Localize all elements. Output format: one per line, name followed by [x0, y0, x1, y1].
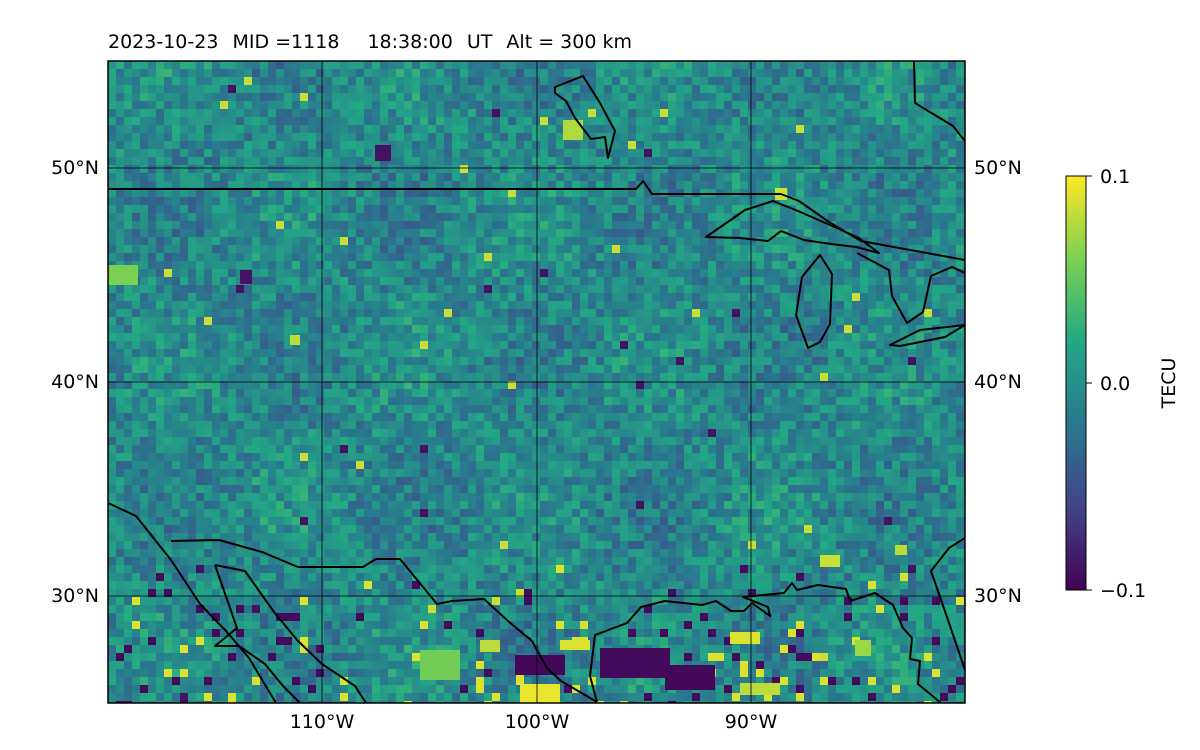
lon-tick-90w: 90°W	[725, 711, 778, 733]
colorbar-ticks	[1086, 175, 1092, 591]
lat-tick-left-30n: 30°N	[51, 585, 99, 607]
svg-text:2023-10-23 MID =1118: 2023-10-23 MID =1118 18:38:00 UT Alt = 3…	[108, 31, 632, 53]
lake-erie	[889, 324, 965, 347]
lat-tick-right-40n: 40°N	[974, 371, 1022, 393]
lat-tick-left-50n: 50°N	[51, 157, 99, 179]
title-mid: MID =1118	[232, 31, 339, 53]
map-panel	[108, 61, 965, 703]
colorbar: 0.1 0.0 −0.1 TECU	[1065, 166, 1180, 602]
hudson-bay-coast	[554, 75, 616, 159]
colorbar-tick-labels: 0.1 0.0 −0.1	[1100, 166, 1146, 602]
tec-pixel-field	[108, 61, 965, 703]
lon-tick-100w: 100°W	[505, 711, 570, 733]
colorbar-bar	[1065, 175, 1087, 591]
canada-us-east-border	[780, 193, 965, 261]
colorbar-label-zero: 0.0	[1100, 373, 1130, 395]
lat-tick-right-30n: 30°N	[974, 585, 1022, 607]
east-canada-coast	[913, 61, 965, 142]
us-mexico-border	[170, 539, 598, 703]
gridlines	[108, 61, 965, 703]
colorbar-unit-label: TECU	[1158, 358, 1180, 410]
lat-tick-right-50n: 50°N	[974, 157, 1022, 179]
colorbar-label-min: −0.1	[1100, 580, 1146, 602]
lat-tick-labels-left: 50°N 40°N 30°N	[51, 157, 99, 607]
title-time: 18:38:00	[367, 31, 452, 53]
coastlines	[108, 61, 965, 703]
lake-michigan	[795, 254, 833, 349]
map-frame	[107, 60, 966, 704]
gulf-of-california-east	[214, 564, 367, 703]
lat-tick-left-40n: 40°N	[51, 371, 99, 393]
lake-superior	[705, 200, 880, 254]
lon-tick-labels: 110°W 100°W 90°W	[290, 711, 778, 733]
colorbar-label-max: 0.1	[1100, 166, 1130, 188]
florida-coast	[930, 537, 965, 671]
us-canada-border	[108, 180, 781, 195]
lake-huron	[856, 252, 965, 324]
title-time-unit: UT	[467, 31, 493, 53]
title-date: 2023-10-23	[108, 31, 218, 53]
title-altitude: Alt = 300 km	[506, 31, 632, 53]
lat-tick-labels-right: 50°N 40°N 30°N	[974, 157, 1022, 607]
gulf-coast-texas	[589, 582, 942, 703]
baja-coast	[108, 502, 277, 703]
gulf-of-california-west	[214, 564, 301, 703]
lon-tick-110w: 110°W	[290, 711, 355, 733]
